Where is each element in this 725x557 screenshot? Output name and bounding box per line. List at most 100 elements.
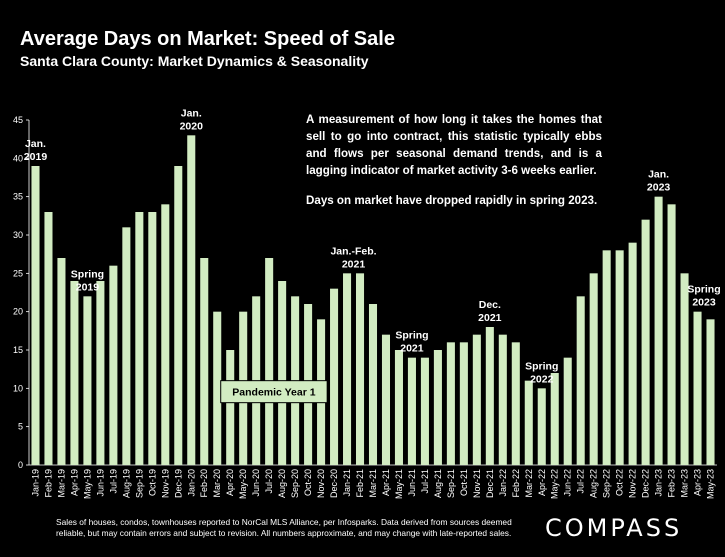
bar [446,342,455,465]
x-tick-label: May-21 [394,469,404,499]
annotation-label: 2023 [692,297,716,309]
y-tick-label: 25 [13,268,23,278]
description-paragraph-2: Days on market have dropped rapidly in s… [306,194,598,207]
annotation-label: Jan. [181,107,202,119]
annotation-label: Spring [687,284,720,296]
annotation-label: Jan. [25,138,46,150]
x-tick-label: Nov-22 [628,469,638,498]
annotation-label: Spring [395,330,428,342]
bar [589,273,598,465]
bar [459,342,468,465]
y-tick-label: 15 [13,345,23,355]
bar [641,219,650,465]
bar [628,242,637,465]
compass-logo: COMPASS [545,514,683,542]
x-tick-label: Jan-19 [30,469,40,497]
x-tick-label: Apr-21 [381,469,391,496]
x-tick-label: Jun-21 [407,469,417,497]
x-tick-label: Jul-21 [420,469,430,494]
annotation-label: 2019 [76,281,100,293]
annotation-label: 2019 [24,151,48,163]
bar [200,258,209,465]
x-tick-label: Jan-23 [654,469,664,497]
bar [187,135,196,466]
bar [576,296,585,465]
bar [394,350,403,465]
annotation-label: Spring [71,268,104,280]
x-tick-label: Sep-19 [134,469,144,498]
annotation-label: Jan. [648,169,669,181]
annotation-label: Jan.-Feb. [330,245,376,257]
x-tick-label: Aug-19 [121,469,131,498]
x-tick-label: Mar-23 [680,469,690,498]
bar [511,342,520,465]
x-tick-label: Jan-20 [186,469,196,497]
annotation-label: Spring [525,360,558,372]
x-tick-label: May-23 [706,469,716,499]
footer-note: Sales of houses, condos, townhouses repo… [56,517,512,538]
x-tick-label: Mar-20 [212,469,222,498]
bar [109,265,118,465]
description-box: A measurement of how long it takes the h… [306,111,602,222]
x-tick-label: Nov-21 [472,469,482,498]
x-tick-label: Sep-20 [290,469,300,498]
bar [148,212,157,465]
x-tick-label: Mar-19 [56,469,66,498]
x-tick-label: Dec-21 [485,469,495,498]
x-tick-label: Feb-20 [199,469,209,498]
x-tick-label: Jun-20 [251,469,261,497]
chart-subtitle: Santa Clara County: Market Dynamics & Se… [20,53,369,69]
bar [524,380,533,465]
x-tick-label: Dec-19 [173,469,183,498]
y-tick-label: 40 [13,153,23,163]
x-tick-label: Apr-22 [537,469,547,496]
x-tick-label: Oct-21 [459,469,469,496]
bar [265,258,274,465]
y-tick-label: 45 [13,115,23,125]
y-tick-label: 5 [18,422,23,432]
x-tick-label: Jun-19 [95,469,105,497]
chart-title: Average Days on Market: Speed of Sale [20,28,395,50]
bar [31,166,40,465]
bar [472,334,481,465]
bar [433,350,442,465]
x-tick-label: Sep-22 [602,469,612,498]
bar [485,327,494,465]
annotation-label: 2021 [342,258,366,270]
bar [83,296,92,465]
y-tick-label: 35 [13,192,23,202]
x-tick-label: May-20 [238,469,248,499]
annotation-label: 2022 [530,373,554,385]
bar [70,281,79,465]
x-tick-label: Feb-19 [43,469,53,498]
y-tick-label: 20 [13,307,23,317]
x-tick-label: Nov-20 [316,469,326,498]
bar [420,357,429,465]
pandemic-year-label: Pandemic Year 1 [232,387,315,399]
bar [278,281,287,465]
x-tick-label: Jul-20 [264,469,274,494]
bar [381,334,391,465]
bar [330,288,339,465]
x-tick-label: Dec-20 [329,469,339,498]
x-tick-label: Nov-19 [160,469,170,498]
x-tick-label: Aug-21 [433,469,443,498]
x-tick-label: Apr-20 [225,469,235,496]
x-tick-label: May-19 [82,469,92,499]
annotation-label: Dec. [479,299,501,311]
x-tick-label: Feb-21 [355,469,365,498]
x-tick-label: Sep-21 [446,469,456,498]
bar [602,250,611,465]
x-tick-label: Aug-20 [277,469,287,498]
x-tick-label: Jul-19 [108,469,118,494]
x-tick-label: Apr-19 [69,469,79,496]
y-tick-label: 0 [18,460,23,470]
x-tick-label: Jun-22 [563,469,573,497]
x-tick-label: Oct-20 [303,469,313,496]
bar [615,250,624,465]
bar [693,311,702,465]
x-tick-label: Apr-23 [693,469,703,496]
bar [368,304,378,465]
description-paragraph-1: A measurement of how long it takes the h… [306,113,602,177]
pandemic-year-box [220,380,328,404]
